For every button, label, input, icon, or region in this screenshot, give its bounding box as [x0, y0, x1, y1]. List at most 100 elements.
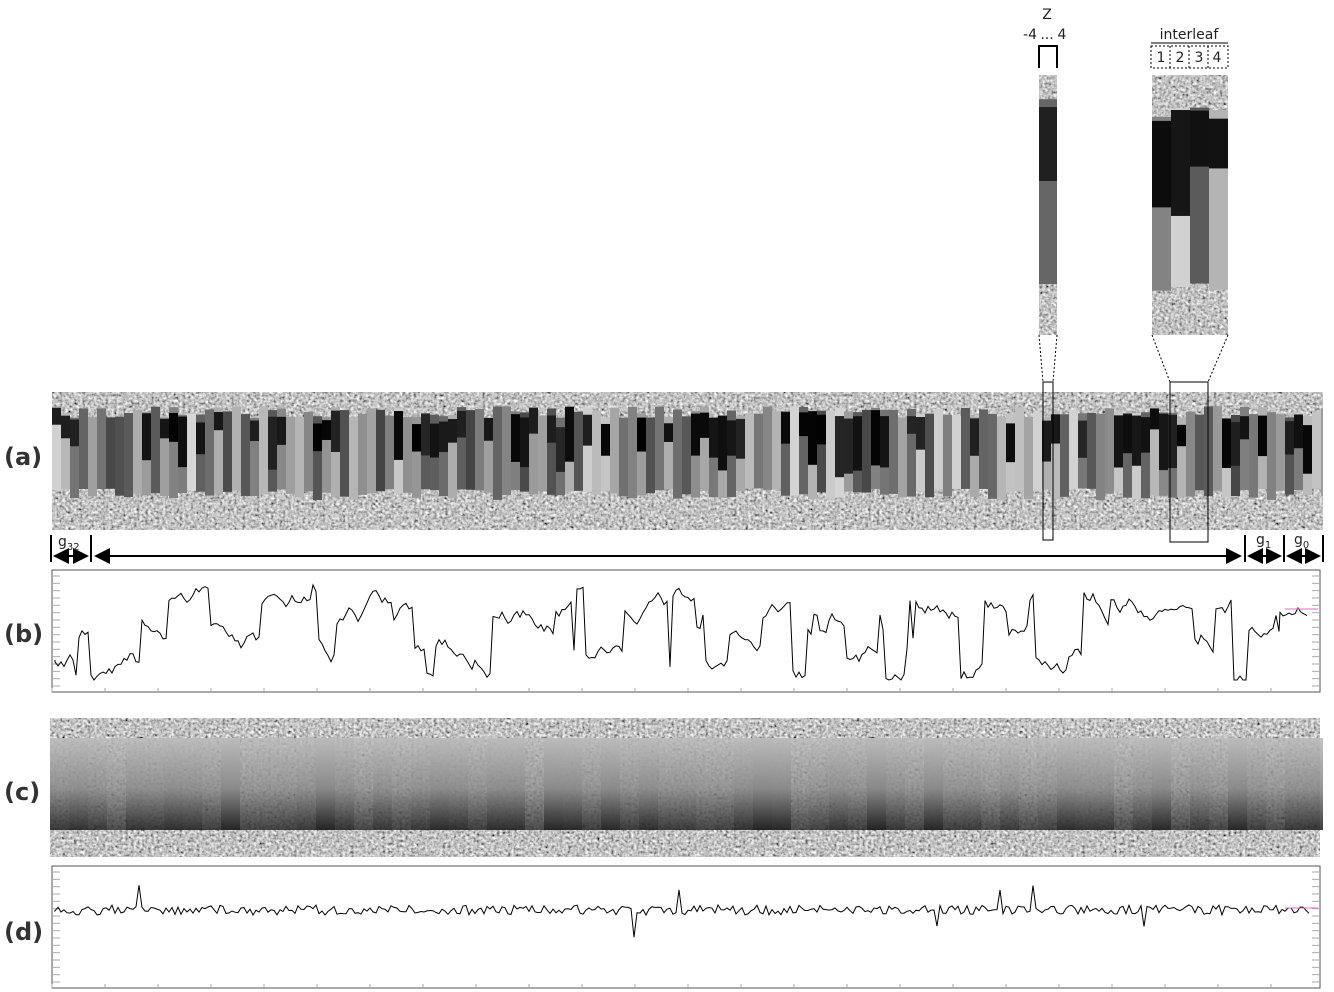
blotch [1152, 120, 1171, 208]
stripe [160, 417, 169, 496]
stripe [889, 409, 898, 494]
blotch [331, 410, 340, 452]
stripe [943, 414, 952, 497]
stripe [69, 738, 88, 830]
blotch [52, 407, 61, 425]
stripe [1123, 413, 1132, 498]
stripe [1312, 411, 1321, 489]
blotch [970, 418, 979, 456]
interleaf-col: 4 [1213, 50, 1222, 66]
blotch [1240, 416, 1249, 440]
stripe [392, 738, 411, 830]
blotch [196, 422, 205, 455]
stripe [563, 738, 582, 830]
stripe [664, 417, 673, 490]
blotch [1006, 423, 1015, 463]
blotch [1078, 420, 1087, 458]
stripe [754, 413, 763, 489]
stripe [241, 414, 250, 496]
stripe [502, 406, 511, 496]
trace [54, 885, 1310, 938]
stripe [1096, 413, 1105, 500]
stripe [799, 406, 808, 495]
stripe [145, 738, 164, 830]
stripe [829, 738, 848, 830]
blotch [1177, 424, 1186, 447]
panel-label: (b) [4, 620, 43, 648]
blotch [1285, 421, 1294, 455]
stripe [1249, 414, 1258, 498]
blotch [313, 423, 322, 452]
stripe [1266, 738, 1285, 830]
blotch [1171, 110, 1190, 216]
stripe [376, 409, 385, 492]
stripe [826, 410, 835, 499]
blotch [1132, 415, 1141, 466]
stripe [1190, 738, 1209, 830]
blotch [322, 420, 331, 440]
interleaf-col: 2 [1176, 50, 1185, 66]
stripe [187, 413, 196, 490]
stripe [487, 738, 506, 830]
blotch [718, 415, 727, 471]
stripe [583, 407, 592, 492]
stripe [620, 738, 639, 830]
stripe [97, 408, 106, 490]
stripe [574, 411, 583, 491]
stripe [340, 410, 349, 497]
stripe [61, 413, 70, 490]
stripe [547, 408, 556, 495]
stripe [1057, 738, 1076, 830]
stripe [506, 738, 525, 830]
blotch [1159, 413, 1168, 471]
blotch [1051, 414, 1060, 444]
stripe [791, 738, 810, 830]
stripe [202, 738, 221, 830]
stripe [1247, 738, 1266, 830]
stripe [79, 408, 88, 490]
stripe [88, 738, 107, 830]
stripe [943, 738, 962, 830]
stripe [1076, 738, 1095, 830]
stripe [696, 738, 715, 830]
stripe [475, 408, 484, 491]
stripe [354, 738, 373, 830]
blotch [394, 411, 403, 460]
stripe [772, 410, 781, 490]
stripe [637, 413, 646, 496]
stripe [1087, 412, 1096, 489]
panel-b-plot [51, 569, 1321, 693]
stripe [1000, 738, 1019, 830]
blotch [817, 414, 826, 445]
blotch [736, 418, 745, 459]
stripe [916, 414, 925, 491]
stripe [468, 738, 487, 830]
stripe [790, 406, 799, 496]
stripe [106, 417, 115, 489]
blotch [583, 414, 592, 446]
blotch [799, 412, 808, 437]
blotch [1141, 417, 1150, 453]
group-label: g1 [1256, 532, 1271, 551]
stripe [1141, 412, 1150, 499]
z-end: 4 [1058, 27, 1067, 43]
stripe [682, 416, 691, 495]
stripe [297, 738, 316, 830]
stripe [1195, 414, 1204, 491]
blotch [169, 412, 178, 442]
zoom-lines [1151, 334, 1229, 383]
blotch [1168, 414, 1177, 469]
stripe [493, 406, 502, 500]
stripe [367, 408, 376, 494]
blotch [214, 412, 223, 431]
zoom-box [1042, 381, 1054, 541]
stripe [70, 417, 79, 499]
stripe [639, 738, 658, 830]
stripe [673, 409, 682, 499]
stripe [349, 417, 358, 500]
stripe [898, 417, 907, 498]
blotch [844, 418, 853, 474]
stripe [934, 409, 943, 490]
stripe [772, 738, 791, 830]
blotch [547, 415, 556, 443]
